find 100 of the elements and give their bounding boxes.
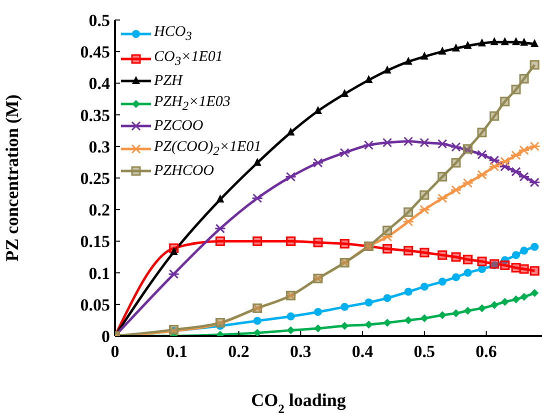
point: [450, 185, 462, 195]
point: [418, 138, 430, 148]
point: [438, 311, 446, 320]
legend-label: HCO$_{3}$: [154, 23, 192, 45]
point: [404, 56, 412, 65]
point: [420, 314, 428, 322]
point: [476, 150, 488, 160]
point: [252, 236, 262, 246]
point: [338, 148, 350, 158]
point: [530, 242, 539, 251]
point: [362, 140, 374, 150]
point: [286, 127, 295, 136]
point: [462, 178, 474, 188]
point: [340, 88, 349, 97]
point: [520, 38, 528, 46]
point: [488, 162, 500, 172]
point: [462, 254, 472, 264]
point: [404, 288, 412, 296]
y-tick-label: 0.2: [88, 200, 110, 220]
point: [500, 37, 509, 46]
point: [500, 256, 509, 264]
point: [478, 265, 486, 274]
point: [490, 301, 498, 310]
point: [286, 236, 296, 246]
point: [383, 66, 392, 74]
point: [404, 316, 412, 324]
point: [528, 142, 540, 152]
point: [530, 266, 540, 276]
point: [216, 194, 224, 202]
point: [452, 43, 460, 52]
y-tick-label: 0.15: [80, 232, 110, 252]
point: [452, 309, 460, 318]
point: [253, 328, 262, 336]
y-tick-label: 0.45: [80, 42, 110, 62]
point: [252, 193, 264, 203]
y-tick-label: 0.3: [88, 137, 110, 156]
legend-label: PZCOO: [154, 117, 204, 136]
x-tick-label: 0.6: [476, 342, 497, 362]
legend-label: PZH: [154, 72, 182, 91]
point: [382, 138, 394, 148]
point: [530, 60, 540, 70]
point: [500, 260, 510, 270]
point: [438, 278, 446, 286]
point: [438, 46, 446, 55]
point: [478, 38, 486, 46]
point: [382, 226, 392, 236]
point: [512, 251, 520, 260]
y-tick-label: 0.4: [88, 74, 110, 94]
point: [420, 52, 428, 60]
point: [510, 150, 522, 160]
point: [214, 224, 226, 234]
legend-label: PZH$_{2}$×1E03: [154, 92, 230, 114]
point: [286, 312, 295, 320]
point: [404, 207, 414, 217]
legend-label: CO$_{3}$×1E01: [154, 48, 223, 70]
point: [464, 40, 472, 49]
point: [436, 193, 448, 203]
point: [530, 39, 539, 48]
point: [382, 232, 394, 242]
x-tick-label: 0.5: [414, 342, 436, 362]
point: [451, 158, 461, 168]
point: [314, 308, 322, 316]
point: [512, 37, 520, 46]
point: [382, 244, 392, 254]
point: [500, 96, 510, 106]
point: [340, 302, 349, 311]
point: [519, 264, 529, 274]
point: [402, 216, 414, 226]
point: [253, 158, 262, 166]
point: [215, 236, 225, 246]
point: [364, 298, 373, 307]
point: [340, 322, 349, 330]
point: [312, 158, 324, 168]
point: [520, 292, 528, 301]
point: [518, 145, 530, 155]
point: [340, 238, 350, 248]
point: [477, 128, 487, 138]
legend-label: PZHCOO: [154, 162, 214, 181]
y-tick-label: 0: [102, 327, 110, 346]
point: [253, 316, 262, 325]
point: [490, 37, 498, 46]
point: [499, 156, 511, 166]
point: [464, 306, 472, 315]
point: [476, 170, 488, 180]
point: [490, 111, 500, 121]
point: [402, 136, 414, 146]
point: [478, 304, 486, 312]
point: [364, 320, 373, 329]
point: [420, 190, 430, 200]
x-tick-label: 0.3: [290, 342, 312, 362]
point: [511, 84, 521, 94]
point: [451, 252, 461, 262]
point: [477, 256, 487, 266]
x-axis-title: CO$_{2}$ loading: [251, 390, 346, 416]
y-tick-label: 0.05: [80, 295, 110, 314]
point: [464, 268, 472, 277]
point: [383, 294, 392, 302]
point: [452, 273, 460, 282]
x-tick-label: 0.4: [352, 342, 374, 362]
point: [313, 238, 323, 248]
